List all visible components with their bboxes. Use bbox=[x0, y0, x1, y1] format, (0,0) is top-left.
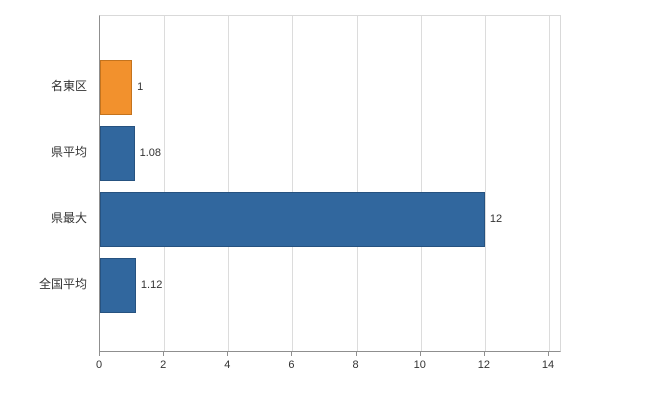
x-tick-label: 8 bbox=[352, 359, 359, 371]
category-label: 全国平均 bbox=[38, 277, 87, 291]
category-label: 名東区 bbox=[50, 79, 87, 93]
category-label: 県平均 bbox=[50, 145, 87, 159]
x-tick-label: 4 bbox=[224, 359, 231, 371]
x-tick bbox=[483, 352, 485, 356]
bar-value-label: 1.12 bbox=[140, 279, 163, 291]
bar bbox=[100, 257, 136, 313]
x-tick bbox=[99, 352, 100, 356]
gridline bbox=[549, 16, 550, 351]
gridline bbox=[228, 16, 230, 351]
gridline bbox=[164, 16, 166, 351]
x-tick bbox=[291, 352, 293, 356]
bar bbox=[100, 59, 133, 115]
x-tick-label: 14 bbox=[541, 359, 555, 371]
gridline bbox=[356, 16, 358, 351]
gridline bbox=[292, 16, 294, 351]
x-tick bbox=[355, 352, 357, 356]
bar bbox=[100, 125, 135, 181]
x-tick bbox=[419, 352, 421, 356]
x-tick-label: 2 bbox=[160, 359, 167, 371]
gridline bbox=[484, 16, 486, 351]
x-tick bbox=[163, 352, 165, 356]
x-tick-label: 6 bbox=[288, 359, 295, 371]
bar-value-label: 12 bbox=[489, 213, 503, 225]
x-tick bbox=[227, 352, 229, 356]
x-tick bbox=[548, 352, 549, 356]
x-tick-label: 10 bbox=[413, 359, 426, 371]
bar-value-label: 1 bbox=[137, 81, 144, 93]
x-tick-label: 0 bbox=[95, 359, 103, 371]
category-axis: 名東区県平均県最大全国平均 bbox=[0, 15, 93, 352]
plot-area: 1 1.08 12 1.12 bbox=[99, 15, 561, 352]
bar bbox=[100, 191, 485, 247]
category-label: 県最大 bbox=[50, 211, 87, 225]
bar-value-label: 1.08 bbox=[139, 147, 162, 159]
gridline bbox=[420, 16, 422, 351]
x-tick-label: 12 bbox=[477, 359, 490, 371]
